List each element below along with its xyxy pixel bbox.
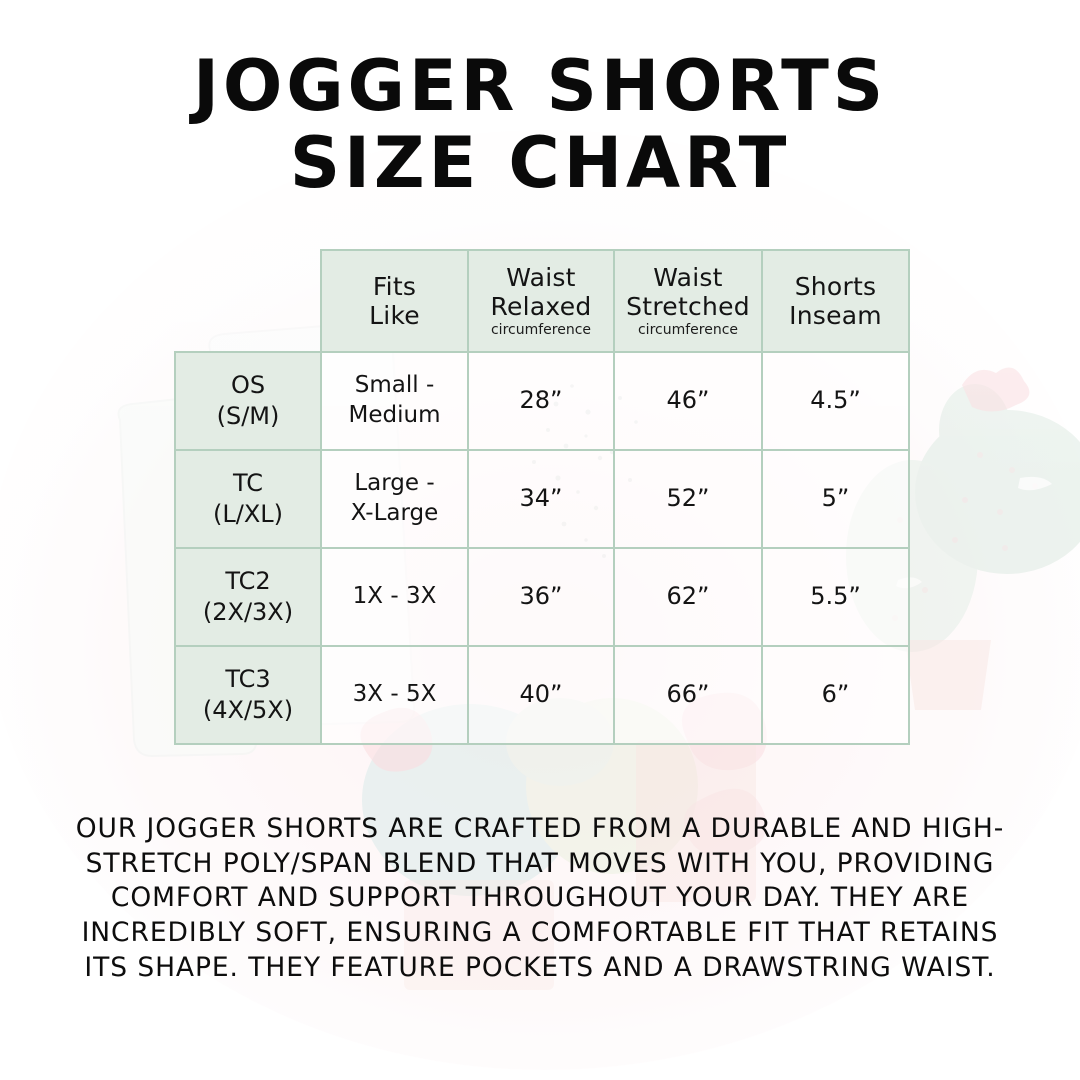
table-row: TC (L/XL) Large - X-Large 34” 52” 5”	[174, 449, 910, 549]
header-waist-relaxed: Waist Relaxed circumference	[467, 249, 615, 353]
cell-waist-stretched: 52”	[613, 449, 763, 549]
description-line: INCREDIBLY SOFT, ENSURING A COMFORTABLE …	[81, 917, 999, 949]
cell-waist-relaxed: 34”	[467, 449, 615, 549]
cell-shorts-inseam: 5”	[761, 449, 910, 549]
fits-line1: 1X - 3X	[352, 583, 437, 610]
size-line1: TC2	[225, 566, 271, 595]
cell-shorts-inseam: 6”	[761, 645, 910, 745]
cell-fits-like: 1X - 3X	[320, 547, 469, 647]
table-body: OS (S/M) Small - Medium 28” 46” 4.5” TC …	[174, 351, 910, 745]
header-corner-blank	[175, 250, 321, 352]
header-waist-relaxed-line2: Relaxed	[490, 292, 592, 322]
cell-shorts-inseam: 5.5”	[761, 547, 910, 647]
header-waist-relaxed-sub: circumference	[490, 322, 592, 339]
table-row: OS (S/M) Small - Medium 28” 46” 4.5”	[174, 351, 910, 451]
cell-waist-stretched: 66”	[613, 645, 763, 745]
row-size-label: TC2 (2X/3X)	[174, 547, 322, 647]
size-line2: (L/XL)	[213, 500, 283, 528]
cell-waist-relaxed: 28”	[467, 351, 615, 451]
cell-waist-stretched: 46”	[613, 351, 763, 451]
fits-line1: 3X - 5X	[352, 681, 437, 708]
table-row: TC3 (4X/5X) 3X - 5X 40” 66” 6”	[174, 645, 910, 745]
table-header: Fits Like Waist Relaxed circumference Wa…	[175, 249, 910, 353]
description-line: ITS SHAPE. THEY FEATURE POCKETS AND A DR…	[84, 951, 996, 983]
fits-line1: Large -	[354, 470, 435, 497]
header-shorts-inseam: Shorts Inseam	[761, 249, 910, 353]
row-size-label: OS (S/M)	[174, 351, 322, 451]
header-waist-stretched-sub: circumference	[637, 322, 739, 339]
header-waist-stretched: Waist Stretched circumference	[613, 249, 763, 353]
cell-shorts-inseam: 4.5”	[761, 351, 910, 451]
header-shorts-inseam-line1: Shorts	[794, 272, 877, 301]
title-line-1: JOGGER SHORTS	[192, 45, 888, 127]
product-description: OUR JOGGER SHORTS ARE CRAFTED FROM A DUR…	[50, 812, 1030, 986]
fits-line2: Medium	[348, 402, 441, 428]
cell-waist-relaxed: 36”	[467, 547, 615, 647]
header-waist-stretched-line2: Stretched	[626, 292, 750, 322]
size-line2: (4X/5X)	[202, 696, 294, 724]
header-fits-like-line1: Fits	[372, 272, 417, 301]
row-size-label: TC (L/XL)	[174, 449, 322, 549]
table-row: TC2 (2X/3X) 1X - 3X 36” 62” 5.5”	[174, 547, 910, 647]
size-line1: TC	[232, 468, 263, 497]
fits-line2: X-Large	[350, 500, 439, 526]
description-line: STRETCH POLY/SPAN BLEND THAT MOVES WITH …	[85, 847, 995, 879]
page-title: JOGGER SHORTS SIZE CHART	[0, 45, 1080, 204]
header-fits-like: Fits Like	[320, 249, 469, 353]
header-row: Fits Like Waist Relaxed circumference Wa…	[175, 249, 910, 353]
size-chart-table-wrapper: Fits Like Waist Relaxed circumference Wa…	[174, 249, 910, 745]
header-shorts-inseam-line2: Inseam	[789, 301, 882, 330]
cell-fits-like: Large - X-Large	[320, 449, 469, 549]
size-line2: (2X/3X)	[202, 598, 294, 626]
size-line1: TC3	[225, 664, 271, 693]
cell-fits-like: 3X - 5X	[320, 645, 469, 745]
fits-line1: Small -	[354, 372, 435, 399]
size-chart-table: Fits Like Waist Relaxed circumference Wa…	[174, 249, 910, 745]
cell-waist-relaxed: 40”	[467, 645, 615, 745]
title-line-2: SIZE CHART	[289, 121, 791, 204]
row-size-label: TC3 (4X/5X)	[174, 645, 322, 745]
description-line: OUR JOGGER SHORTS ARE CRAFTED FROM A DUR…	[75, 813, 1005, 844]
description-line: COMFORT AND SUPPORT THROUGHOUT YOUR DAY.…	[110, 882, 970, 914]
header-waist-stretched-line1: Waist	[653, 263, 723, 293]
size-line2: (S/M)	[216, 402, 280, 430]
cell-fits-like: Small - Medium	[320, 351, 469, 451]
header-waist-relaxed-line1: Waist	[506, 263, 576, 293]
header-fits-like-line2: Like	[369, 301, 420, 330]
cell-waist-stretched: 62”	[613, 547, 763, 647]
size-line1: OS	[230, 370, 266, 399]
